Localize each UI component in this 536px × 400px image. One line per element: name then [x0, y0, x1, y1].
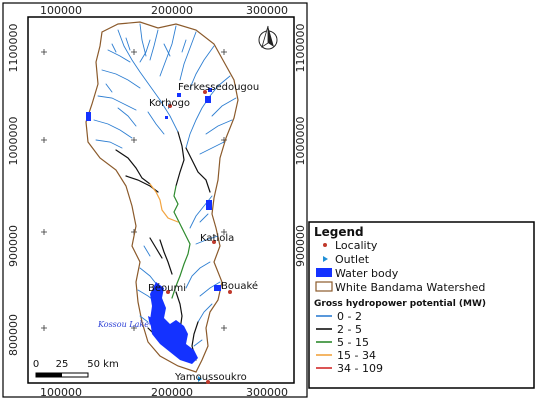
legend-box [308, 221, 535, 389]
grid-cross [221, 229, 227, 235]
water-body-patch [205, 96, 211, 103]
grid-labels-x-bottom: 100000 200000 300000 [40, 386, 288, 399]
legend-title: Legend [314, 225, 364, 239]
grid-label-x: 200000 [151, 4, 193, 17]
legend-class-label: 34 - 109 [337, 362, 383, 375]
water-body-patch [177, 93, 181, 97]
river-class-15-34 [149, 183, 179, 223]
grid-labels-x-top: 100000 200000 300000 [40, 4, 288, 17]
scale-label: 25 [56, 359, 69, 370]
legend-potential-title: Gross hydropower potential (MW) [314, 299, 486, 309]
kossou-lake [150, 282, 198, 364]
grid-cross [131, 325, 137, 331]
legend-class-label: 0 - 2 [337, 310, 362, 323]
locality-katiola [212, 240, 216, 244]
river-class-5-15 [171, 185, 191, 299]
legend: Legend Locality Outlet Water body White … [308, 221, 535, 389]
grid-cross [41, 137, 47, 143]
localities [166, 90, 232, 384]
water-body-patch [206, 200, 212, 210]
scale-bar: 0 25 50 km [33, 359, 119, 378]
water-body-patch [208, 88, 212, 92]
grid-cross [41, 229, 47, 235]
place-label-katiola: Katiola [200, 233, 234, 244]
grid-labels-y-right: 1100000 1000000 900000 [294, 24, 307, 268]
place-label-bouake: Bouaké [221, 280, 258, 292]
locality-ferkessedougou [203, 90, 207, 94]
legend-locality-symbol [323, 243, 327, 247]
grid-label-x: 200000 [151, 386, 193, 399]
legend-item-outlet: Outlet [335, 253, 370, 266]
outlet-marker [198, 376, 202, 382]
north-arrow-icon [258, 25, 278, 50]
grid-crosses [41, 49, 227, 331]
grid-labels-y-left: 1100000 1000000 900000 800000 [7, 24, 20, 357]
legend-watershed-symbol [315, 281, 333, 292]
grid-label-y: 1100000 [294, 24, 307, 73]
watershed-boundary [85, 21, 239, 373]
water-body-patch [86, 112, 91, 121]
legend-item-locality: Locality [335, 239, 378, 252]
grid-label-y: 900000 [294, 225, 307, 267]
place-label-ferkessedougou: Ferkessedougou [178, 82, 259, 93]
legend-item-watershed: White Bandama Watershed [335, 281, 485, 294]
grid-cross [221, 325, 227, 331]
grid-cross [41, 325, 47, 331]
grid-label-y: 1000000 [7, 117, 20, 166]
legend-class-label: 2 - 5 [337, 323, 362, 336]
scale-label: 50 km [87, 359, 118, 370]
locality-beoumi [166, 290, 170, 294]
grid-cross [41, 49, 47, 55]
grid-label-x: 300000 [246, 4, 288, 17]
legend-class-label: 5 - 15 [337, 336, 369, 349]
grid-label-x: 100000 [40, 4, 82, 17]
legend-item-water-body: Water body [335, 267, 399, 280]
legend-water-symbol [316, 268, 332, 277]
legend-outlet-symbol [323, 256, 328, 262]
water-body-patch [165, 116, 168, 119]
river-class-0-2 [93, 23, 237, 347]
grid-cross [221, 49, 227, 55]
grid-label-x: 100000 [40, 386, 82, 399]
grid-cross [131, 49, 137, 55]
grid-label-x: 300000 [246, 386, 288, 399]
legend-class-label: 15 - 34 [337, 349, 376, 362]
grid-label-y: 1100000 [7, 24, 20, 73]
lake-label: Kossou Lake [97, 320, 149, 329]
water-body-patch [214, 285, 221, 291]
place-label-korhogo: Korhogo [149, 98, 190, 109]
place-label-yamoussoukro: Yamoussoukro [174, 372, 247, 383]
locality-korhogo [168, 104, 172, 108]
scale-label: 0 [33, 359, 39, 370]
locality-bouake [228, 290, 232, 294]
grid-label-y: 800000 [7, 314, 20, 356]
place-label-beoumi: Béoumi [148, 282, 186, 294]
water-bodies [86, 88, 221, 364]
grid-label-y: 1000000 [294, 117, 307, 166]
grid-label-y: 900000 [7, 225, 20, 267]
grid-cross [131, 137, 137, 143]
locality-yamoussoukro [206, 380, 210, 384]
